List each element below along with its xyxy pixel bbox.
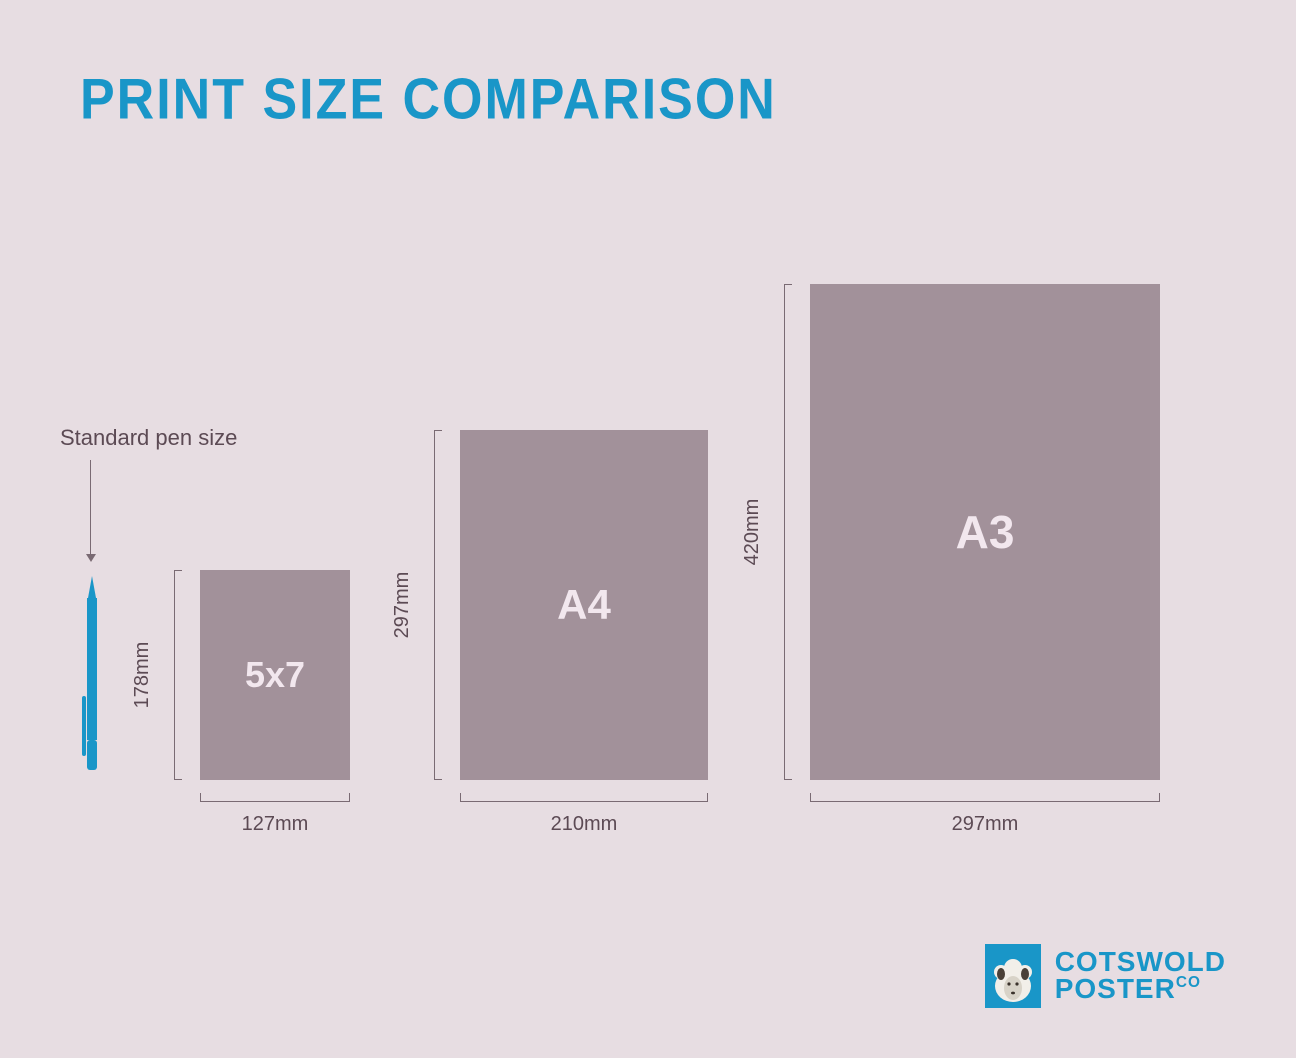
brand-text: COTSWOLD POSTERCO — [1055, 949, 1226, 1002]
width-bracket — [460, 801, 708, 802]
height-label: 178mm — [131, 570, 154, 780]
size-group-a4: A4297mm210mm — [460, 430, 708, 780]
brand-line2: POSTERCO — [1055, 976, 1226, 1003]
size-group-5x7: 5x7178mm127mm — [200, 570, 350, 780]
size-group-a3: A3420mm297mm — [810, 284, 1160, 780]
height-bracket — [784, 284, 785, 780]
page-title: PRINT SIZE COMPARISON — [80, 67, 777, 133]
brand-logo: COTSWOLD POSTERCO — [985, 944, 1226, 1008]
size-box-5x7: 5x7 — [200, 570, 350, 780]
pen-arrow — [90, 460, 91, 560]
pen-label: Standard pen size — [60, 425, 237, 451]
brand-line1: COTSWOLD — [1055, 949, 1226, 976]
sheep-icon — [985, 944, 1041, 1008]
width-label: 210mm — [460, 813, 708, 836]
height-label: 420mm — [741, 284, 764, 780]
pen-icon — [80, 576, 104, 780]
height-bracket — [434, 430, 435, 780]
height-bracket — [174, 570, 175, 780]
height-label: 297mm — [391, 430, 414, 780]
size-box-a4: A4 — [460, 430, 708, 780]
size-box-a3: A3 — [810, 284, 1160, 780]
width-bracket — [810, 801, 1160, 802]
canvas: PRINT SIZE COMPARISON Standard pen size … — [0, 0, 1296, 1058]
width-label: 127mm — [200, 813, 350, 836]
width-bracket — [200, 801, 350, 802]
width-label: 297mm — [810, 813, 1160, 836]
